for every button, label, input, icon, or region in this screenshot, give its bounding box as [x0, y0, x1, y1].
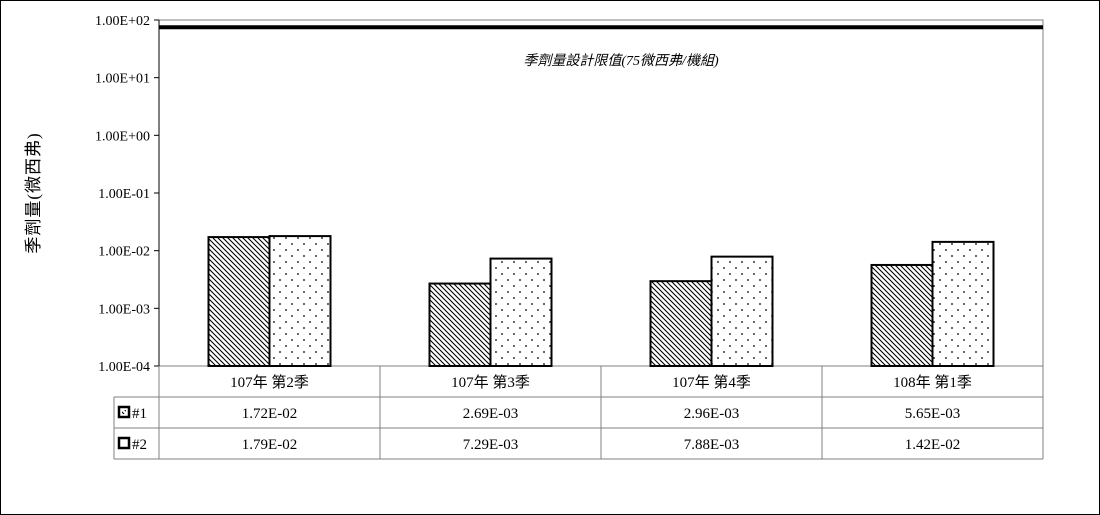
reference-line-label: 季劑量設計限值(75微西弗/機組) [523, 53, 719, 69]
data-label: 2.96E-03 [684, 406, 739, 422]
bar-unit2-1 [489, 257, 553, 367]
data-table: 107年 第2季 107年 第3季 107年 第4季 108年 第1季 #1 1.72E-… [113, 366, 1044, 460]
legend-key-fill [122, 441, 126, 445]
y-tick-label: 1.00E-01 [98, 187, 150, 202]
x-tick-label: 107年 第2季 [230, 373, 309, 391]
y-tick-label: 1.00E+01 [95, 72, 150, 87]
data-label: 5.65E-03 [905, 406, 960, 422]
y-tick-label: 1.00E-03 [98, 302, 150, 317]
y-tick-label: 1.00E-04 [98, 360, 150, 375]
bar-unit1-1 [428, 282, 492, 368]
x-tick-label: 108年 第1季 [893, 373, 972, 391]
bar-unit2-0 [268, 235, 332, 367]
data-label: 1.72E-02 [242, 406, 297, 422]
legend-label: #1 [132, 406, 147, 422]
bar-unit1-0 [207, 236, 271, 367]
data-label: 1.79E-02 [242, 437, 297, 453]
bars-group [207, 235, 995, 368]
data-label: 2.69E-03 [463, 406, 518, 422]
bar-unit2-3 [931, 240, 995, 367]
y-axis-ticks: 1.00E-04 1.00E-03 1.00E-02 1.00E-01 1.00E+00… [95, 14, 159, 375]
y-axis-label: 季劑量(微西弗) [24, 132, 43, 253]
y-tick-label: 1.00E+02 [95, 14, 150, 29]
legend-key-fill [122, 410, 126, 414]
x-tick-label: 107年 第3季 [451, 373, 530, 391]
y-tick-label: 1.00E-02 [98, 245, 150, 260]
y-tick-label: 1.00E+00 [95, 129, 150, 144]
x-tick-label: 107年 第4季 [672, 373, 751, 391]
data-label: 7.88E-03 [684, 437, 739, 453]
legend-label: #2 [132, 437, 147, 453]
data-label: 1.42E-02 [905, 437, 960, 453]
bar-unit2-2 [710, 255, 774, 367]
bar-unit1-2 [649, 280, 713, 368]
data-label: 7.29E-03 [463, 437, 518, 453]
bar-unit1-3 [870, 263, 934, 367]
